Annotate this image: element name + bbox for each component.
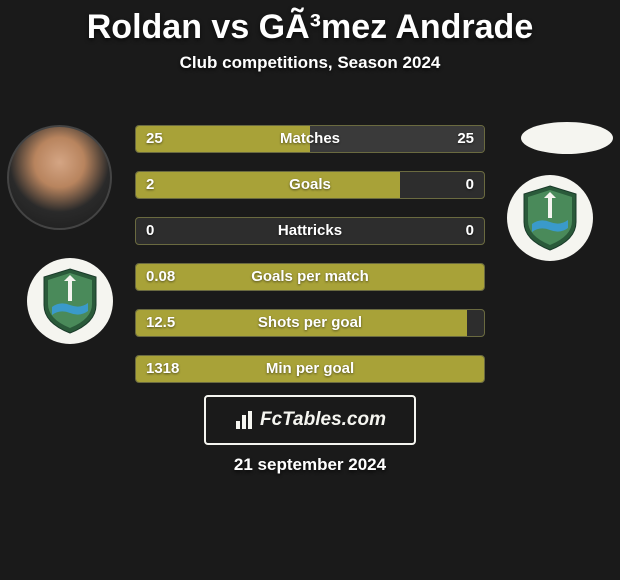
- brand-label: FcTables.com: [260, 409, 386, 431]
- player-left-avatar: [7, 125, 112, 230]
- stat-row: 0.08Goals per match: [135, 263, 485, 291]
- subtitle: Club competitions, Season 2024: [0, 53, 620, 73]
- player-right-club-badge: [507, 175, 593, 261]
- sounders-crest-icon: [40, 267, 100, 335]
- stat-name: Shots per goal: [136, 310, 484, 336]
- player-right-avatar: [521, 122, 613, 154]
- stat-row: 2Goals0: [135, 171, 485, 199]
- stat-row: 1318Min per goal: [135, 355, 485, 383]
- stat-value-right: 0: [466, 218, 474, 244]
- page-title: Roldan vs GÃ³mez Andrade: [0, 0, 620, 47]
- date-label: 21 september 2024: [0, 455, 620, 475]
- player-left-club-badge: [27, 258, 113, 344]
- brand-logo-icon: [234, 409, 256, 431]
- stat-row: 0Hattricks0: [135, 217, 485, 245]
- stat-name: Min per goal: [136, 356, 484, 382]
- sounders-crest-icon: [520, 184, 580, 252]
- stat-row: 25Matches25: [135, 125, 485, 153]
- brand-box: FcTables.com: [204, 395, 416, 445]
- stat-name: Goals: [136, 172, 484, 198]
- stat-value-right: 0: [466, 172, 474, 198]
- stat-name: Matches: [136, 126, 484, 152]
- stat-name: Goals per match: [136, 264, 484, 290]
- stat-value-right: 25: [457, 126, 474, 152]
- stat-row: 12.5Shots per goal: [135, 309, 485, 337]
- comparison-chart: 25Matches252Goals00Hattricks00.08Goals p…: [135, 125, 485, 401]
- stat-name: Hattricks: [136, 218, 484, 244]
